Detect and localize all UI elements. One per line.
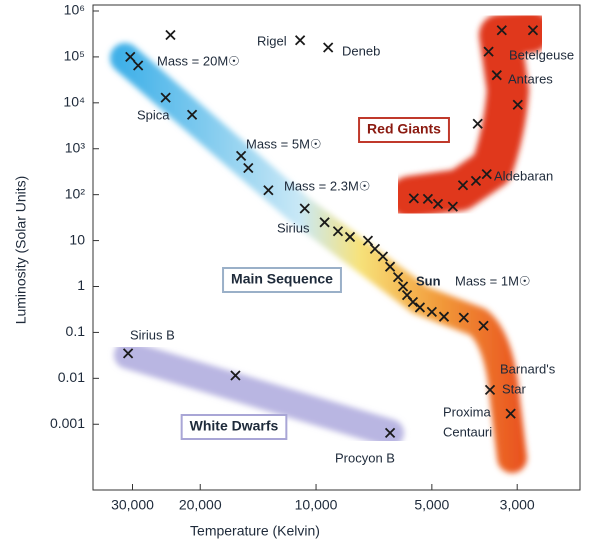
main-sequence-band [110, 43, 527, 473]
star-marker [457, 180, 469, 191]
star-label: Mass = 1M☉ [455, 273, 531, 288]
y-tick-label: 10⁴ [63, 94, 85, 110]
star-marker [294, 35, 306, 46]
star-marker [458, 312, 469, 323]
star-marker [299, 203, 310, 214]
star-label: Centauri [443, 424, 492, 439]
star-marker [369, 243, 381, 255]
star-marker [432, 198, 444, 210]
star-marker [483, 46, 494, 57]
star-label: Antares [508, 71, 553, 86]
y-axis-title: Luminosity (Solar Units) [13, 176, 29, 325]
y-tick-label: 0.001 [50, 415, 85, 431]
star-marker [122, 348, 134, 359]
y-tick-label: 0.01 [58, 369, 85, 385]
y-tick-label: 10³ [65, 139, 86, 155]
star-marker [323, 42, 334, 53]
star-marker [478, 320, 489, 331]
star-marker [470, 175, 482, 186]
bands [110, 11, 551, 473]
star-label: Deneb [342, 43, 380, 58]
region-label: Main Sequence [231, 271, 333, 287]
star-label: Spica [137, 107, 170, 122]
star-marker [407, 296, 419, 308]
x-tick-label: 5,000 [414, 497, 449, 513]
white-dwarf-band [114, 341, 404, 447]
region-box [180, 414, 288, 440]
star-label: Sirius B [130, 327, 175, 342]
star-label: Mass = 20M☉ [157, 53, 240, 68]
star-marker [263, 185, 274, 196]
star-marker [481, 168, 492, 180]
star-label: Sun [416, 273, 441, 288]
star-marker [496, 25, 507, 36]
star-marker [384, 261, 396, 272]
y-tick-label: 10² [65, 185, 86, 201]
star-marker [165, 29, 176, 41]
star-marker [438, 311, 450, 322]
star-marker [426, 306, 437, 318]
star-marker [512, 99, 523, 110]
star-marker [319, 217, 330, 228]
star-marker [384, 427, 396, 438]
star-marker [414, 302, 426, 313]
star-marker [344, 231, 356, 243]
star-label: Sirius [277, 220, 310, 235]
region-box [358, 117, 450, 143]
x-tick-label: 30,000 [111, 497, 154, 513]
plot-frame [92, 4, 581, 491]
star-marker [397, 281, 409, 292]
y-tick-label: 10⁵ [64, 48, 85, 64]
star-label: Aldebaran [494, 168, 553, 183]
region-label: Red Giants [367, 121, 441, 137]
star-marker [362, 235, 374, 246]
star-marker [527, 25, 539, 36]
star-marker [491, 70, 502, 81]
star-marker [422, 193, 434, 204]
star-marker [505, 408, 516, 419]
star-label: Barnard's [500, 361, 556, 376]
red-giant-band [389, 11, 551, 218]
star-label: Mass = 5M☉ [246, 136, 322, 151]
y-tick-label: 10 [69, 231, 85, 247]
y-tick-label: 10⁶ [64, 2, 85, 18]
star-marker [447, 201, 458, 212]
x-axis-title: Temperature (Kelvin) [190, 523, 320, 539]
star-marker [125, 51, 136, 63]
star-marker [243, 162, 254, 174]
x-tick-label: 10,000 [295, 497, 338, 513]
star-marker [230, 370, 241, 381]
y-tick-label: 0.1 [66, 323, 86, 339]
star-label: Star [502, 381, 527, 396]
star-label: Betelgeuse [509, 47, 574, 62]
x-tick-label: 20,000 [179, 497, 222, 513]
star-marker [392, 271, 404, 283]
region-box [222, 267, 342, 293]
star-marker [160, 92, 171, 103]
star-marker [133, 60, 144, 71]
star-marker [408, 193, 419, 204]
star-marker [377, 251, 389, 262]
x-tick-label: 3,000 [500, 497, 535, 513]
star-marker [186, 109, 198, 120]
star-label: Proxima [443, 404, 491, 419]
star-marker [484, 384, 496, 396]
star-marker [332, 226, 344, 237]
star-marker [472, 118, 483, 129]
region-label: White Dwarfs [190, 418, 279, 434]
star-marker [235, 150, 247, 161]
star-label: Rigel [257, 33, 287, 48]
star-label: Procyon B [335, 450, 395, 465]
y-tick-label: 1 [77, 277, 85, 293]
star-label: Mass = 2.3M☉ [284, 178, 370, 193]
